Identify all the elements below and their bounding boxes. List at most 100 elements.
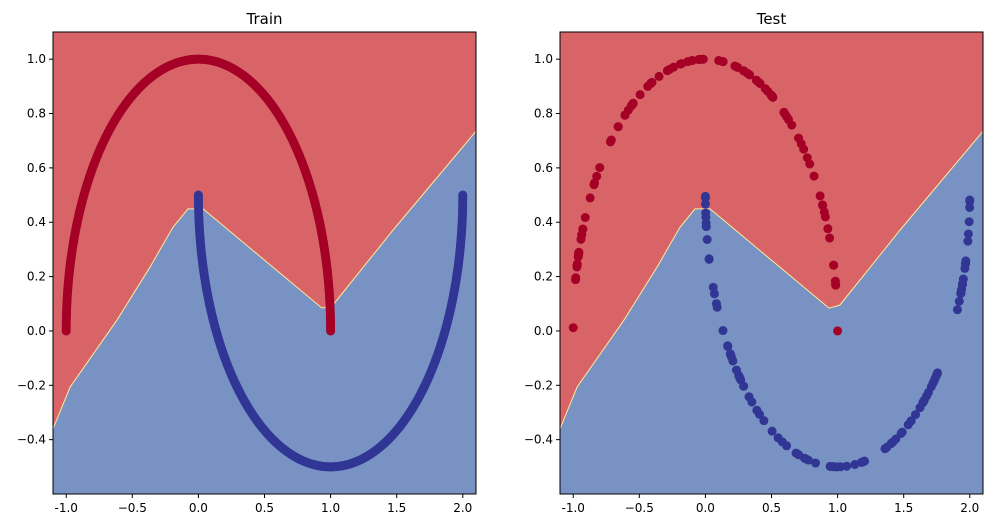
- data-point: [794, 133, 804, 143]
- data-point: [831, 279, 841, 289]
- subplot-title: Test: [756, 10, 787, 28]
- data-point: [833, 326, 843, 336]
- data-point: [965, 195, 975, 205]
- data-point: [718, 326, 728, 336]
- data-point: [568, 323, 578, 333]
- data-point: [726, 352, 736, 362]
- data-point: [580, 213, 590, 223]
- data-point: [906, 416, 916, 426]
- data-point: [823, 224, 833, 234]
- series-1: [193, 190, 468, 472]
- data-point: [605, 137, 615, 147]
- data-point: [458, 190, 468, 200]
- data-point: [964, 217, 974, 227]
- data-point: [752, 405, 762, 415]
- data-point: [933, 368, 943, 378]
- x-tick-label: 1.0: [828, 501, 847, 515]
- region-class1: [560, 131, 983, 494]
- data-point: [767, 426, 777, 436]
- data-point: [585, 193, 595, 203]
- data-point: [701, 222, 711, 232]
- data-point: [708, 282, 718, 292]
- data-point: [574, 248, 584, 258]
- data-point: [675, 59, 685, 69]
- y-tick-label: −0.2: [524, 378, 553, 392]
- y-tick-label: 0.6: [534, 161, 553, 175]
- data-point: [784, 115, 794, 125]
- data-point: [577, 230, 587, 240]
- x-tick-label: 0.5: [255, 501, 274, 515]
- data-point: [825, 233, 835, 243]
- subplot-title: Train: [246, 10, 283, 28]
- x-tick-label: -1.0: [55, 501, 78, 515]
- data-point: [698, 54, 708, 64]
- data-point: [571, 275, 581, 285]
- x-tick-label: 1.5: [894, 501, 913, 515]
- data-point: [918, 398, 928, 408]
- data-point: [731, 365, 741, 375]
- data-point: [739, 66, 749, 76]
- y-tick-label: −0.4: [17, 433, 46, 447]
- data-point: [802, 153, 812, 163]
- data-point: [815, 191, 825, 201]
- data-point: [662, 66, 672, 76]
- data-point: [799, 144, 809, 154]
- region-class1: [53, 131, 476, 494]
- series-1: [700, 191, 975, 472]
- data-point: [635, 90, 645, 100]
- series-0: [568, 54, 843, 336]
- data-point: [626, 101, 636, 111]
- data-point: [965, 202, 975, 212]
- y-tick-label: 0.4: [27, 215, 46, 229]
- data-point: [960, 259, 970, 269]
- data-point: [891, 434, 901, 444]
- plot-area: [560, 32, 983, 494]
- data-point: [835, 462, 845, 472]
- data-point: [61, 326, 71, 336]
- x-tick-label: 0.0: [696, 501, 715, 515]
- data-point: [647, 77, 657, 87]
- subplot-test: Test -1.0 −0.5 0.0 0.5 1.0 1.5 2.0 −0.4 −0.2 0.0 0…: [524, 10, 984, 515]
- decision-boundary: [560, 130, 983, 429]
- x-tick-label: -1.0: [562, 501, 585, 515]
- x-tick-label: 0.5: [762, 501, 781, 515]
- plot-area: [53, 32, 476, 494]
- data-point: [620, 110, 630, 120]
- data-point: [850, 459, 860, 469]
- data-point: [777, 437, 787, 447]
- data-point: [829, 260, 839, 270]
- data-point: [896, 428, 906, 438]
- data-point: [572, 260, 582, 270]
- data-point: [735, 373, 745, 383]
- data-point: [759, 416, 769, 426]
- data-point: [700, 193, 710, 203]
- data-point: [739, 381, 749, 391]
- x-tick-label: 1.5: [387, 501, 406, 515]
- data-point: [957, 285, 967, 295]
- y-tick-label: 0.4: [534, 215, 553, 229]
- data-point: [732, 62, 742, 72]
- data-point: [825, 461, 835, 471]
- data-point: [760, 84, 770, 94]
- y-tick-label: 0.2: [534, 270, 553, 284]
- data-point: [700, 199, 710, 209]
- y-tick-label: 1.0: [534, 52, 553, 66]
- data-point: [702, 235, 712, 245]
- data-point: [952, 305, 962, 315]
- x-tick-label: −0.5: [625, 501, 654, 515]
- data-point: [809, 171, 819, 181]
- data-point: [926, 382, 936, 392]
- data-point: [820, 212, 830, 222]
- data-point: [811, 458, 821, 468]
- data-point: [704, 254, 714, 264]
- x-tick-label: 2.0: [960, 501, 979, 515]
- y-tick-label: −0.4: [524, 433, 553, 447]
- data-point: [723, 341, 733, 351]
- data-point: [818, 200, 828, 210]
- data-point: [954, 296, 964, 306]
- data-point: [803, 455, 813, 465]
- data-point: [595, 163, 605, 173]
- data-point: [858, 457, 868, 467]
- subplot-train: Train -1.0 −0.5 0.0 0.5 1.0 1.5 2.0 −0.4 −0.2 0.0…: [17, 10, 477, 515]
